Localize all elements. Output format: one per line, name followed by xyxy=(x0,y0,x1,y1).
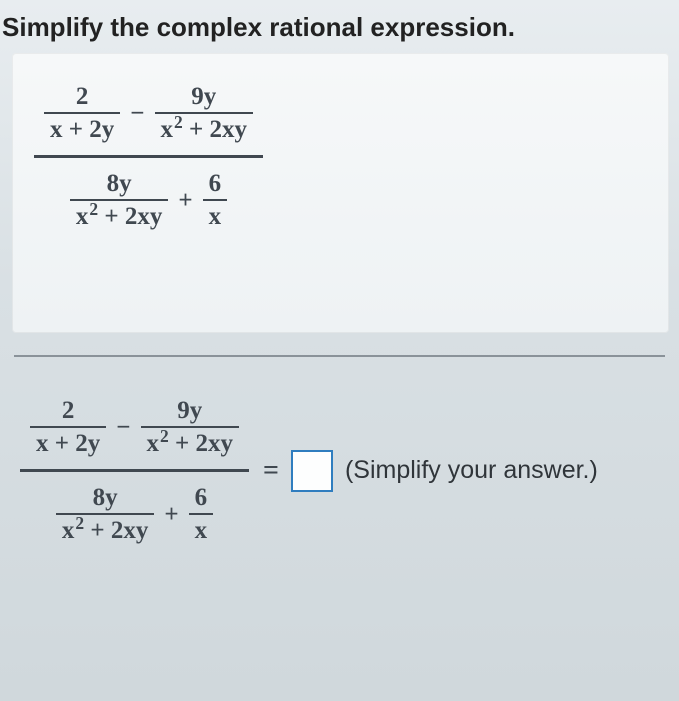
num-text: 8y xyxy=(87,482,124,513)
denominator-left-fraction: 8y x2 + 2xy xyxy=(70,168,169,232)
den-text: x + 2y xyxy=(44,114,120,145)
num-text: 6 xyxy=(203,168,228,199)
denominator-right-fraction: 6 x xyxy=(189,482,214,546)
num-text: 9y xyxy=(185,81,222,112)
num-text: 2 xyxy=(56,395,81,426)
answer-input[interactable] xyxy=(291,450,333,492)
den-text: x2 + 2xy xyxy=(56,515,155,546)
plus-op: + xyxy=(168,188,202,213)
complex-fraction-display: 2 x + 2y − 9y x2 + 2xy 8y xyxy=(34,71,653,242)
equals-sign: = xyxy=(263,455,279,487)
outer-fraction: 2 x + 2y − 9y x2 + 2xy 8y xyxy=(20,385,249,556)
num-text: 8y xyxy=(101,168,138,199)
den-text: x2 + 2xy xyxy=(70,201,169,232)
den-text: x2 + 2xy xyxy=(141,428,240,459)
numerator-right-fraction: 9y x2 + 2xy xyxy=(141,395,240,459)
denominator-right-fraction: 6 x xyxy=(203,168,228,232)
den-text: x2 + 2xy xyxy=(155,114,254,145)
minus-op: − xyxy=(106,415,140,440)
complex-fraction-answer-lhs: 2 x + 2y − 9y x2 + 2xy 8y xyxy=(20,385,249,556)
den-text: x + 2y xyxy=(30,428,106,459)
numerator-left-fraction: 2 x + 2y xyxy=(30,395,106,459)
den-text: x xyxy=(203,201,228,232)
num-text: 9y xyxy=(171,395,208,426)
numerator-left-fraction: 2 x + 2y xyxy=(44,81,120,145)
num-text: 2 xyxy=(70,81,95,112)
answer-row: 2 x + 2y − 9y x2 + 2xy 8y xyxy=(12,375,669,586)
plus-op: + xyxy=(154,502,188,527)
num-text: 6 xyxy=(189,482,214,513)
den-text: x xyxy=(189,515,214,546)
denominator-left-fraction: 8y x2 + 2xy xyxy=(56,482,155,546)
instruction-text: Simplify the complex rational expression… xyxy=(0,8,679,53)
section-divider xyxy=(14,355,665,357)
simplify-hint: (Simplify your answer.) xyxy=(345,456,598,485)
problem-expression-panel: 2 x + 2y − 9y x2 + 2xy 8y xyxy=(12,53,669,333)
minus-op: − xyxy=(120,101,154,126)
numerator-right-fraction: 9y x2 + 2xy xyxy=(155,81,254,145)
outer-fraction: 2 x + 2y − 9y x2 + 2xy 8y xyxy=(34,71,263,242)
